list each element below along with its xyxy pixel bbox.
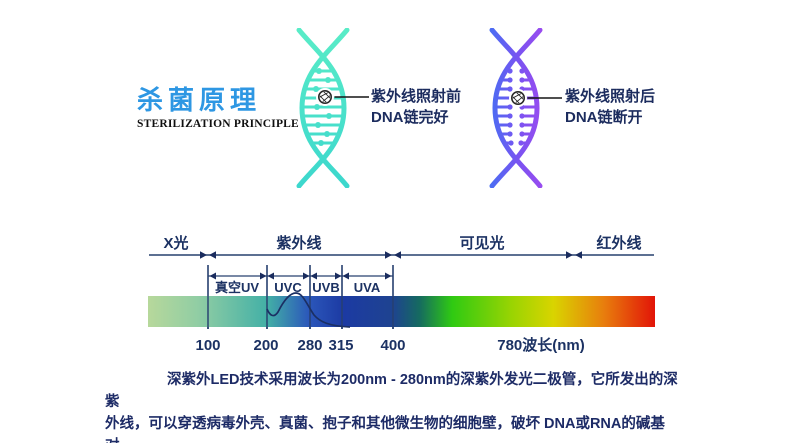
tick-200: 200 <box>253 337 278 354</box>
tick-400: 400 <box>380 337 405 354</box>
band-label-uvb: UVB <box>312 280 339 295</box>
tick-100: 100 <box>195 337 220 354</box>
dna-after-label: 紫外线照射后 DNA链断开 <box>565 86 655 128</box>
wavelength-axis-label: 780波长(nm) <box>497 336 585 354</box>
uv-target-marker-icon <box>316 88 334 106</box>
region-label-uv: 紫外线 <box>276 234 321 252</box>
page-subtitle: STERILIZATION PRINCIPLE <box>137 118 299 130</box>
region-divider-arrows <box>200 251 582 259</box>
region-label-xray: X光 <box>163 234 188 252</box>
tick-315: 315 <box>328 337 353 354</box>
tick-280: 280 <box>297 337 322 354</box>
bar-divider-overlay <box>207 296 394 329</box>
germicidal-curve <box>266 292 351 328</box>
description-paragraph: 深紫外LED技术采用波长为200nm - 280nm的深紫外发光二极管，它所发出… <box>105 369 680 443</box>
dna-intact-figure <box>296 28 369 188</box>
dna-helix-icon <box>489 28 543 188</box>
dna-strand <box>492 28 543 188</box>
band-label-uvc: UVC <box>274 280 302 295</box>
dna-damaged-figure <box>489 28 562 188</box>
base-pair-beads <box>313 68 332 146</box>
dna-after-label-line1: 紫外线照射后 <box>565 88 656 105</box>
dna-strand <box>296 28 347 188</box>
spectrum-gradient-bar <box>148 296 655 327</box>
dna-before-label-line2: DNA链完好 <box>371 109 449 126</box>
region-label-infrared: 红外线 <box>596 234 641 252</box>
title-block: 杀菌原理 STERILIZATION PRINCIPLE <box>137 87 299 131</box>
dna-before-label-line1: 紫外线照射前 <box>371 88 462 105</box>
paragraph-line: 深紫外LED技术采用波长为200nm - 280nm的深紫外发光二极管，它所发出… <box>105 372 678 410</box>
dna-after-label-line2: DNA链断开 <box>565 109 643 126</box>
paragraph-line: 外线，可以穿透病毒外壳、真菌、抱子和其他微生物的细胞壁，破坏 DNA或RNA的碱… <box>105 416 665 443</box>
band-label-uva: UVA <box>354 280 381 295</box>
page-title: 杀菌原理 <box>137 86 262 115</box>
dna-before-label: 紫外线照射前 DNA链完好 <box>371 86 461 128</box>
dna-strand <box>299 28 350 188</box>
dna-strand <box>489 28 540 188</box>
uv-target-marker-icon <box>509 89 527 107</box>
uv-band-arrows <box>209 272 392 280</box>
region-label-visible: 可见光 <box>459 234 504 252</box>
band-label-vacuum-uv: 真空UV <box>215 280 259 295</box>
